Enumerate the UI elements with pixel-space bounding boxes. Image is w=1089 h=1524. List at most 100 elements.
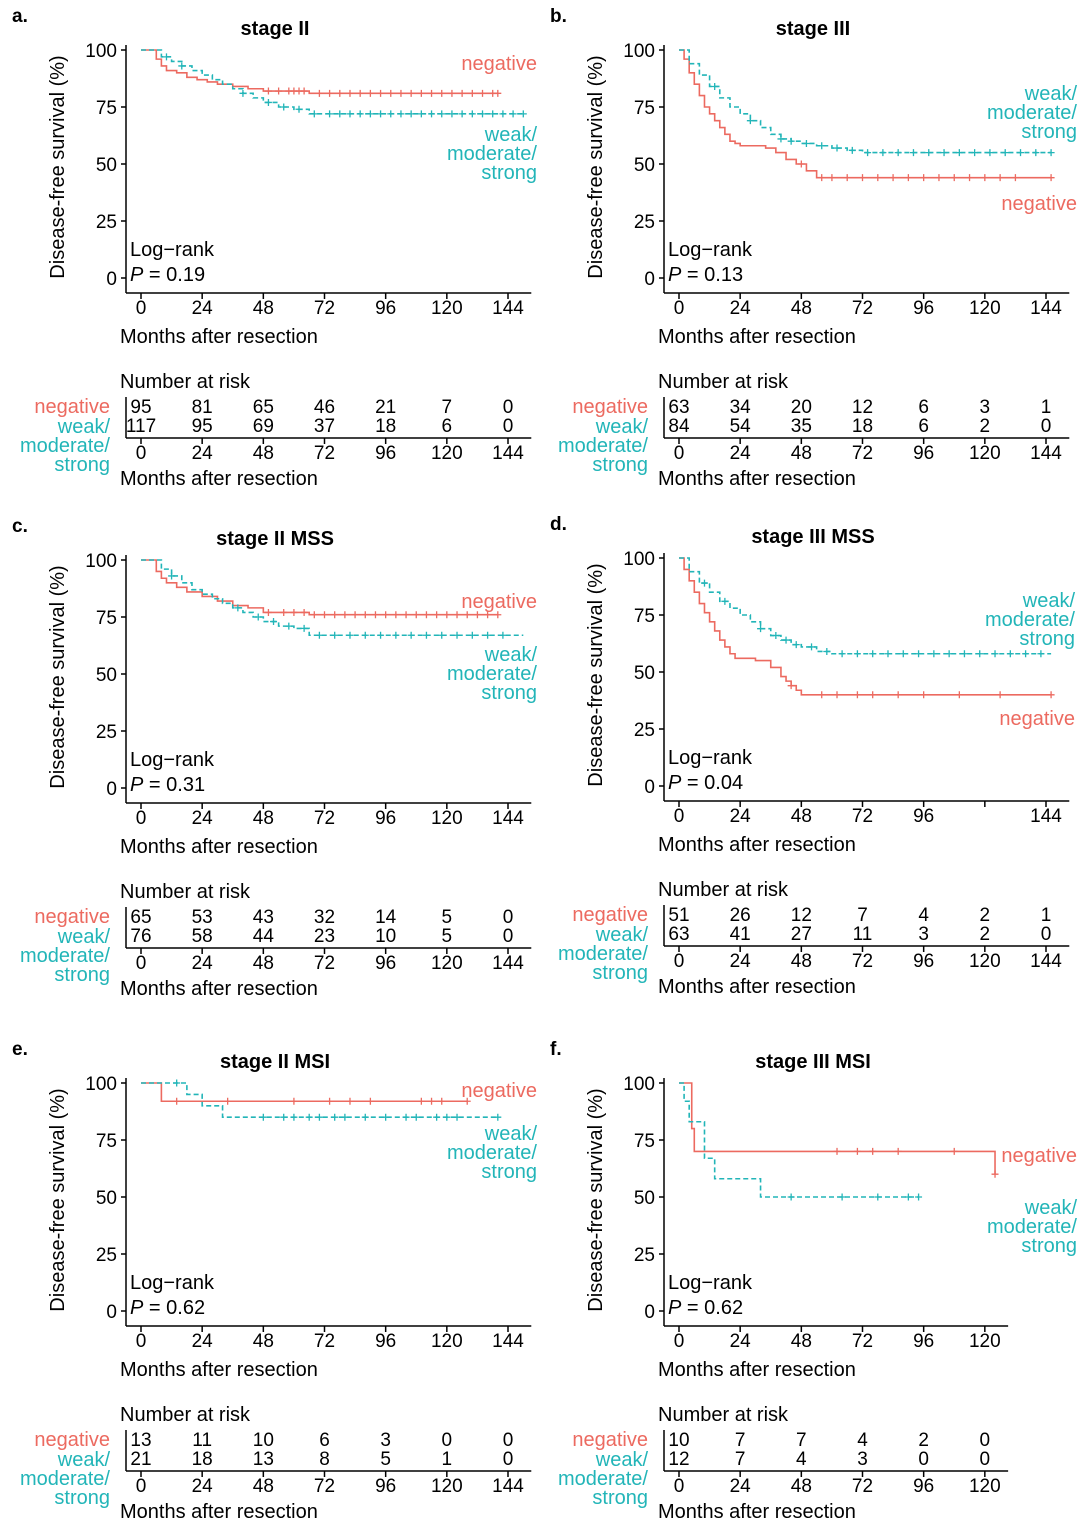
risk-count-weak: 84 — [668, 416, 690, 437]
risk-x-tick-label: 120 — [431, 443, 463, 464]
p-symbol: P — [668, 772, 682, 794]
censor-mark-negative — [797, 160, 805, 168]
x-tick-label: 96 — [913, 1331, 934, 1352]
censor-mark-negative — [1047, 691, 1055, 699]
risk-count-negative: 0 — [980, 1430, 991, 1451]
censor-mark-negative — [494, 611, 502, 619]
y-tick-label: 75 — [634, 98, 655, 119]
risk-count-negative: 11 — [192, 1430, 212, 1451]
censor-mark-negative — [833, 691, 841, 699]
risk-count-negative: 4 — [918, 905, 929, 926]
curve-weak — [141, 1082, 498, 1118]
risk-x-tick-label: 24 — [192, 953, 214, 974]
risk-x-tick-label: 0 — [136, 1476, 147, 1497]
censor-mark-weak — [326, 110, 334, 118]
risk-count-weak: 6 — [442, 416, 453, 437]
risk-count-negative: 26 — [730, 905, 751, 926]
censor-mark-weak — [290, 1113, 298, 1121]
x-tick-label: 96 — [375, 1331, 396, 1352]
risk-x-tick-label: 24 — [192, 1476, 214, 1497]
y-tick-label: 0 — [106, 269, 117, 290]
y-tick-label: 25 — [96, 722, 117, 743]
censor-mark-negative — [468, 89, 476, 97]
censor-mark-weak — [346, 110, 354, 118]
y-tick-label: 100 — [623, 1074, 655, 1095]
risk-count-negative: 13 — [130, 1430, 151, 1451]
censor-mark-weak — [331, 1113, 339, 1121]
risk-label-negative: negative — [572, 904, 648, 926]
risk-label-weak: strong — [54, 964, 110, 986]
y-tick-label: 100 — [85, 41, 117, 62]
censor-mark-negative — [818, 691, 826, 699]
censor-mark-negative — [275, 87, 283, 95]
censor-mark-negative — [894, 1147, 902, 1155]
risk-count-negative: 51 — [668, 905, 689, 926]
censor-mark-negative — [991, 1170, 999, 1178]
censor-mark-negative — [264, 87, 272, 95]
censor-mark-negative — [290, 1097, 298, 1105]
x-tick-label: 120 — [969, 1331, 1001, 1352]
risk-x-tick-label: 72 — [314, 443, 335, 464]
censor-mark-weak — [453, 631, 461, 639]
censor-mark-weak — [468, 631, 476, 639]
y-axis-title: Disease-free survival (%) — [47, 1088, 69, 1311]
censor-mark-negative — [787, 682, 795, 690]
risk-count-negative: 7 — [857, 905, 868, 926]
y-axis-title: Disease-free survival (%) — [47, 565, 69, 788]
x-tick-label: 144 — [492, 808, 524, 829]
legend-label-weak: weak/ — [484, 124, 538, 146]
risk-x-tick-label: 96 — [913, 951, 934, 972]
chart-title: stage II — [241, 18, 310, 40]
risk-count-weak: 0 — [1041, 416, 1052, 437]
censor-mark-weak — [259, 1113, 267, 1121]
x-tick-label: 0 — [674, 806, 685, 827]
y-axis-title: Disease-free survival (%) — [585, 563, 607, 786]
x-tick-label: 96 — [375, 808, 396, 829]
risk-count-negative: 65 — [130, 907, 151, 928]
risk-count-negative: 32 — [314, 907, 335, 928]
p-value-text: P = 0.04 — [668, 772, 743, 794]
risk-x-tick-label: 48 — [253, 953, 274, 974]
x-tick-label: 72 — [852, 1331, 873, 1352]
risk-table-title: Number at risk — [658, 1404, 789, 1426]
censor-mark-weak — [930, 650, 938, 658]
risk-count-negative: 10 — [668, 1430, 689, 1451]
censor-mark-negative — [280, 608, 288, 616]
x-tick-label: 120 — [431, 298, 463, 319]
legend-label-weak: moderate/ — [987, 102, 1077, 124]
risk-count-weak: 8 — [319, 1449, 330, 1470]
censor-mark-weak — [853, 650, 861, 658]
x-tick-label: 144 — [492, 298, 524, 319]
panel-letter: a. — [12, 6, 28, 27]
censor-mark-negative — [438, 89, 446, 97]
censor-mark-weak — [879, 149, 887, 157]
censor-mark-weak — [960, 650, 968, 658]
legend-label-weak: strong — [1021, 1235, 1077, 1257]
risk-count-weak: 11 — [853, 924, 873, 945]
censor-mark-weak — [509, 110, 517, 118]
risk-x-tick-label: 144 — [492, 1476, 524, 1497]
censor-mark-negative — [433, 611, 441, 619]
x-tick-label: 24 — [192, 1331, 214, 1352]
censor-mark-weak — [1017, 149, 1025, 157]
censor-mark-negative — [996, 691, 1004, 699]
risk-count-weak: 13 — [253, 1449, 274, 1470]
censor-mark-weak — [772, 632, 780, 640]
censor-mark-weak — [1047, 149, 1055, 157]
legend-label-weak: strong — [1019, 628, 1075, 650]
risk-count-weak: 10 — [375, 926, 396, 947]
censor-mark-negative — [853, 1147, 861, 1155]
censor-mark-negative — [356, 89, 364, 97]
risk-x-axis-title: Months after resection — [658, 1501, 856, 1523]
risk-count-weak: 44 — [253, 926, 275, 947]
risk-count-weak: 69 — [253, 416, 274, 437]
censor-mark-weak — [746, 117, 754, 125]
risk-label-weak: moderate/ — [20, 435, 110, 457]
censor-mark-weak — [315, 1113, 323, 1121]
x-axis-title: Months after resection — [658, 1359, 856, 1381]
x-tick-label: 72 — [852, 298, 873, 319]
legend-label-weak: moderate/ — [987, 1216, 1077, 1238]
x-axis-title: Months after resection — [120, 326, 318, 348]
p-value-text: P = 0.62 — [130, 1297, 205, 1319]
